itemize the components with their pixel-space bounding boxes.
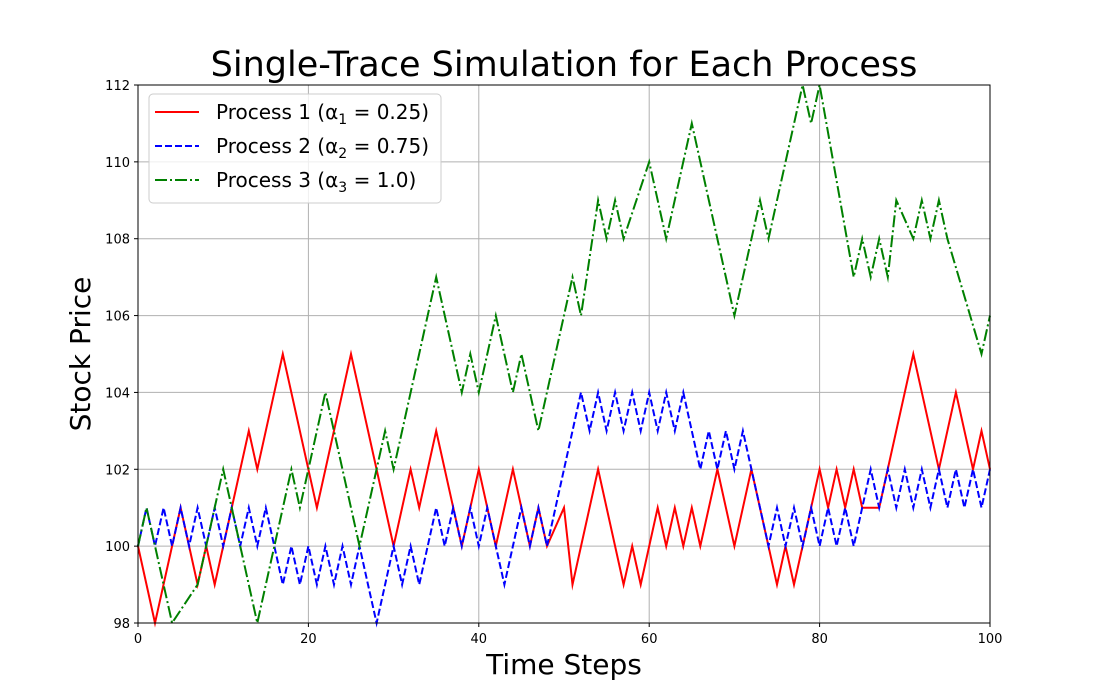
y-axis-label: Stock Price (64, 277, 97, 432)
y-tick-label: 98 (113, 617, 130, 632)
x-tick-label: 0 (134, 632, 142, 647)
y-tick-label: 100 (105, 540, 130, 555)
y-tick-label: 104 (105, 386, 130, 401)
x-tick-label: 40 (471, 632, 488, 647)
legend-label-process-3-text: Process 3 (α (216, 168, 338, 192)
legend: Process 1 (α1 = 0.25) Process 2 (α2 = 0.… (148, 93, 442, 204)
legend-label-process-3-subscript: 3 (338, 180, 347, 196)
plot-frame (137, 84, 991, 624)
legend-label-process-2: Process 2 (α2 = 0.75) (216, 134, 429, 162)
y-tick-label: 102 (105, 463, 130, 478)
axis-ticks: 0 20 40 60 80 100 98 100 102 104 106 108 110 112 (105, 79, 1002, 647)
legend-box (148, 93, 442, 204)
legend-label-process-2-value: = 0.75) (347, 134, 429, 158)
chart-title: Single-Trace Simulation for Each Process (211, 45, 918, 85)
y-tick-label: 106 (105, 310, 130, 325)
series-line-process-2 (137, 387, 991, 628)
legend-label-process-3: Process 3 (α3 = 1.0) (216, 168, 416, 196)
x-tick-label: 20 (300, 632, 317, 647)
y-tick-label: 108 (105, 233, 130, 248)
y-tick-label: 112 (105, 79, 130, 94)
x-axis-label: Time Steps (485, 648, 642, 681)
legend-label-process-1-value: = 0.25) (347, 100, 429, 124)
y-tick-label: 110 (105, 156, 130, 171)
legend-label-process-2-text: Process 2 (α (216, 134, 338, 158)
legend-label-process-1-text: Process 1 (α (216, 100, 338, 124)
x-tick-label: 60 (641, 632, 658, 647)
legend-label-process-2-subscript: 2 (338, 146, 347, 162)
x-tick-label: 100 (978, 632, 1003, 647)
x-tick-label: 80 (811, 632, 828, 647)
series-line-process-3 (137, 79, 991, 628)
legend-label-process-1-subscript: 1 (338, 112, 347, 128)
series-line-process-1 (137, 349, 991, 628)
legend-label-process-1: Process 1 (α1 = 0.25) (216, 100, 429, 128)
legend-label-process-3-value: = 1.0) (347, 168, 416, 192)
series-layer (137, 79, 991, 628)
